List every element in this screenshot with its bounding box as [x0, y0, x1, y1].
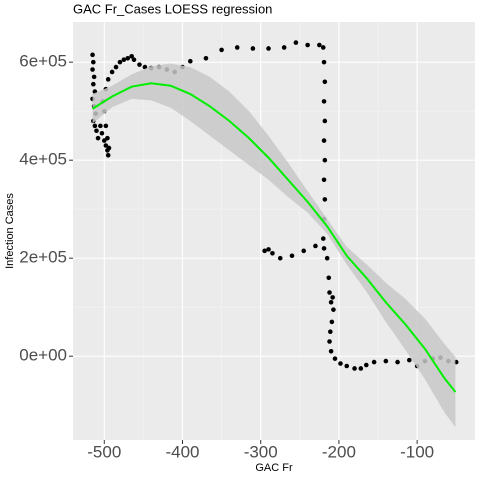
point: [327, 339, 332, 344]
x-axis-label: GAC Fr: [255, 462, 293, 474]
point: [91, 74, 97, 80]
point: [105, 77, 111, 82]
point: [103, 123, 109, 129]
point: [188, 58, 193, 64]
point: [142, 64, 148, 70]
point: [270, 250, 275, 256]
x-tick-label: -400: [165, 442, 199, 461]
point: [322, 197, 328, 202]
point: [95, 135, 101, 141]
point: [313, 243, 318, 249]
point: [266, 247, 271, 252]
point: [305, 42, 310, 48]
point: [321, 59, 327, 65]
point: [289, 253, 295, 259]
point: [250, 46, 256, 51]
point: [328, 329, 333, 335]
point: [326, 275, 332, 281]
point: [321, 246, 327, 251]
point: [219, 47, 224, 53]
point: [92, 123, 98, 129]
x-tick-label: -500: [87, 442, 121, 461]
x-tick-label: -300: [244, 442, 278, 461]
y-tick-label: 4e+05: [19, 150, 67, 169]
point: [383, 358, 389, 364]
point: [105, 135, 110, 141]
point: [322, 79, 328, 85]
point: [327, 290, 332, 295]
point: [301, 248, 307, 254]
point: [322, 118, 328, 124]
point: [131, 57, 137, 63]
point: [109, 69, 115, 75]
point: [293, 40, 299, 45]
chart-title: GAC Fr_Cases LOESS regression: [73, 1, 272, 16]
y-axis-label: Infection Cases: [4, 193, 16, 269]
point: [321, 99, 327, 104]
point: [321, 177, 327, 183]
point: [137, 62, 142, 67]
point: [407, 357, 412, 363]
point: [125, 55, 131, 61]
point: [98, 123, 103, 129]
point: [113, 64, 119, 70]
point: [329, 319, 335, 325]
point: [331, 307, 336, 312]
point: [352, 366, 357, 371]
point: [203, 55, 209, 61]
point: [344, 363, 350, 369]
confidence-band: [92, 63, 456, 428]
point: [321, 138, 327, 143]
point: [317, 42, 322, 48]
point: [371, 359, 377, 365]
loess-line: [92, 82, 457, 393]
point: [103, 143, 109, 148]
y-tick-label: 6e+05: [19, 52, 67, 71]
point: [358, 366, 364, 371]
point: [234, 45, 240, 50]
point: [320, 45, 326, 50]
point: [277, 255, 283, 261]
point: [328, 349, 334, 354]
point: [91, 59, 96, 65]
point: [94, 128, 99, 134]
point: [330, 295, 335, 300]
point: [106, 145, 112, 151]
point: [105, 152, 111, 158]
y-tick-label: 0e+00: [19, 346, 67, 365]
point: [91, 81, 96, 87]
x-tick-label: -100: [400, 442, 434, 461]
point: [90, 52, 95, 58]
y-tick-label: 2e+05: [19, 248, 67, 267]
point: [117, 59, 123, 65]
point: [129, 54, 134, 59]
point: [121, 57, 127, 63]
point: [363, 362, 369, 368]
point: [328, 300, 334, 305]
point: [99, 130, 105, 136]
point: [262, 248, 267, 254]
point: [281, 45, 287, 50]
point: [320, 236, 326, 241]
point: [101, 138, 107, 143]
point: [322, 157, 328, 163]
point: [395, 359, 400, 365]
point: [90, 67, 95, 72]
point: [332, 356, 338, 361]
x-tick-label: -200: [322, 442, 356, 461]
point: [266, 46, 271, 51]
point: [338, 361, 343, 366]
point: [324, 255, 330, 261]
